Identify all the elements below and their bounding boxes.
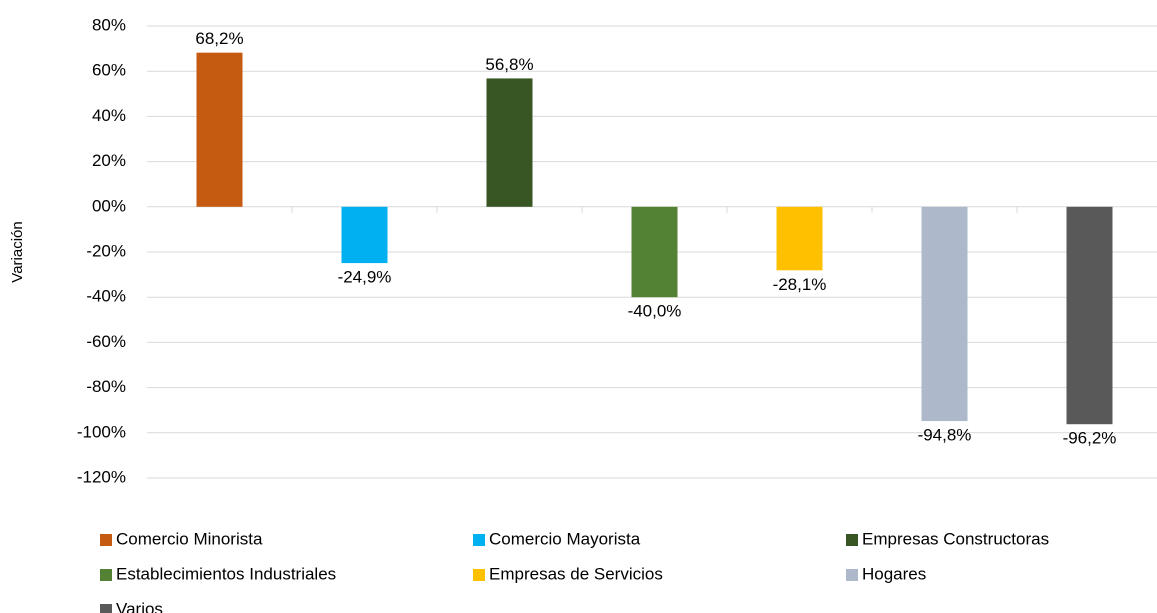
legend-label: Varios: [116, 599, 163, 613]
legend-swatch: [473, 569, 485, 581]
y-tick-label: -120%: [77, 467, 126, 486]
y-tick-label: -60%: [86, 332, 126, 351]
y-tick-label: -20%: [86, 241, 126, 260]
y-axis-label: Variación: [9, 221, 26, 282]
legend-label: Comercio Minorista: [116, 529, 263, 548]
y-tick-label: -80%: [86, 377, 126, 396]
legend-label: Empresas de Servicios: [489, 564, 663, 583]
legend-swatch: [846, 569, 858, 581]
data-label: -28,1%: [773, 275, 827, 294]
data-label: -94,8%: [918, 426, 972, 445]
legend-swatch: [846, 534, 858, 546]
bar: [196, 52, 243, 207]
bar: [631, 206, 678, 298]
bar: [776, 206, 823, 271]
data-label: -96,2%: [1063, 429, 1117, 448]
legend-swatch: [100, 534, 112, 546]
legend-label: Empresas Constructoras: [862, 529, 1049, 548]
legend-swatch: [473, 534, 485, 546]
data-label: 68,2%: [195, 29, 243, 48]
y-tick-label: 00%: [92, 196, 126, 215]
bar: [341, 206, 388, 264]
data-label: -24,9%: [338, 268, 392, 287]
legend-swatch: [100, 569, 112, 581]
y-tick-label: 40%: [92, 106, 126, 125]
bar: [486, 78, 533, 207]
legend-label: Comercio Mayorista: [489, 529, 641, 548]
y-tick-label: -100%: [77, 422, 126, 441]
data-label: -40,0%: [628, 302, 682, 321]
bar: [1066, 206, 1113, 425]
legend-swatch: [100, 604, 112, 613]
legend-label: Establecimientos Industriales: [116, 564, 336, 583]
y-tick-label: 80%: [92, 15, 126, 34]
y-tick-label: 20%: [92, 151, 126, 170]
y-tick-label: -40%: [86, 287, 126, 306]
y-tick-label: 60%: [92, 61, 126, 80]
data-label: 56,8%: [485, 55, 533, 74]
bar: [921, 206, 968, 422]
legend-label: Hogares: [862, 564, 926, 583]
